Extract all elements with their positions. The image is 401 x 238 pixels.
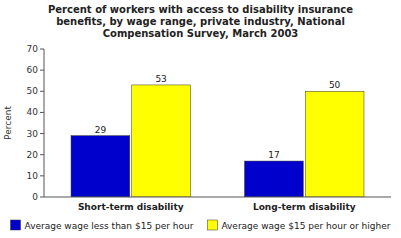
y-tick	[40, 197, 44, 198]
y-tick-label: 50	[27, 86, 39, 96]
legend-label: Average wage $15 per hour or higher	[221, 221, 390, 231]
y-tick-label: 20	[27, 150, 39, 160]
title-line: benefits, by wage range, private industr…	[56, 16, 345, 27]
x-tick-label: Long-term disability	[253, 202, 356, 212]
bar	[245, 161, 304, 197]
bar	[132, 85, 191, 197]
y-tick	[40, 112, 44, 113]
y-tick-label: 30	[27, 129, 39, 139]
title: Percent of workers with access to disabi…	[48, 4, 353, 39]
bars	[71, 85, 364, 197]
title-line: Compensation Survey, March 2003	[103, 28, 299, 39]
data-label: 17	[268, 150, 279, 160]
y-tick-label: 70	[27, 44, 39, 54]
y-tick-label: 0	[32, 192, 38, 202]
y-tick-label: 10	[27, 171, 39, 181]
legend-item: Average wage $15 per hour or higher	[207, 220, 390, 231]
data-label: 53	[155, 74, 166, 84]
y-axis-line	[44, 49, 45, 197]
legend-label: Average wage less than $15 per hour	[25, 221, 194, 231]
data-label: 29	[95, 125, 107, 135]
legend-swatch	[207, 220, 217, 230]
x-axis-line	[44, 197, 391, 198]
bar	[71, 136, 130, 197]
y-tick-label: 40	[27, 107, 39, 117]
y-tick	[40, 175, 44, 176]
data-label: 50	[329, 80, 341, 90]
y-tick	[40, 91, 44, 92]
x-tick-label: Short-term disability	[78, 202, 184, 212]
data-labels: 29 53 17 50	[95, 74, 341, 160]
y-tick-label: 60	[27, 65, 39, 75]
y-tick	[40, 49, 44, 50]
bar	[305, 91, 364, 197]
title-line: Percent of workers with access to disabi…	[48, 4, 353, 15]
y-tick	[40, 133, 44, 134]
y-axis: 0 10 20 30 40 50 60 70	[27, 44, 44, 202]
chart: Percent of workers with access to disabi…	[0, 0, 401, 238]
y-axis-label: Percent	[3, 106, 13, 140]
legend: Average wage less than $15 per hour Avera…	[11, 220, 391, 231]
y-tick	[40, 70, 44, 71]
legend-swatch	[11, 220, 21, 230]
y-tick	[40, 154, 44, 155]
legend-item: Average wage less than $15 per hour	[11, 220, 194, 231]
